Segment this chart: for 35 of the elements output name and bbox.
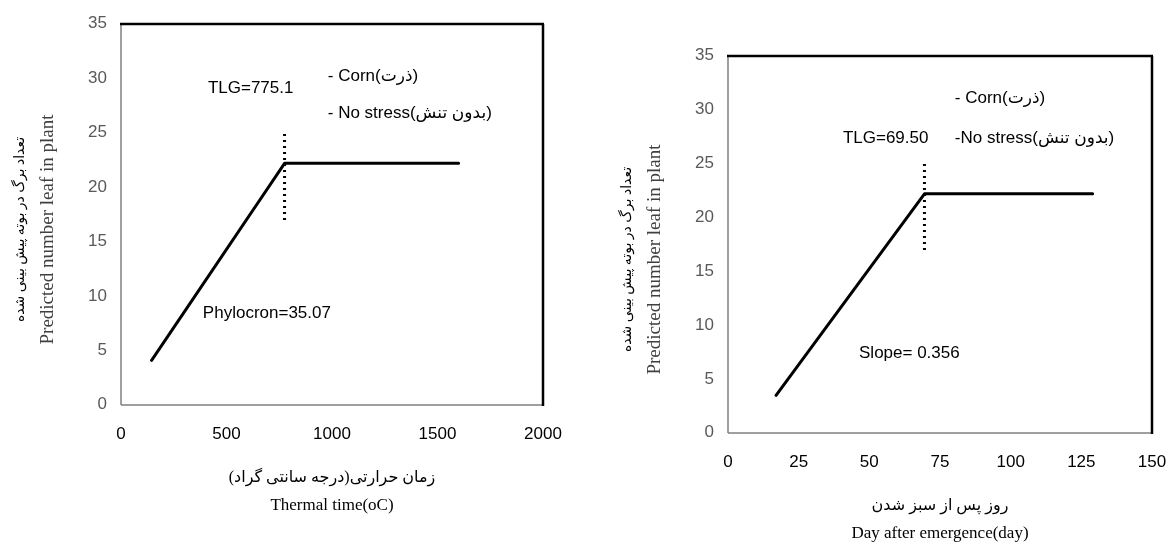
y-tick-label: 0 xyxy=(97,394,107,414)
annotation: - Corn(ذرت) xyxy=(954,88,1046,108)
y-tick-label: 25 xyxy=(695,153,714,173)
x-tick-label: 0 xyxy=(723,452,733,471)
annotation: -No stress(بدون تنش) xyxy=(954,127,1115,147)
x-tick-label: 125 xyxy=(1067,452,1096,471)
x-tick-label: 1500 xyxy=(418,424,457,443)
y-tick-label: 5 xyxy=(704,368,714,388)
x-tick-label: 2000 xyxy=(524,424,562,443)
x-tick-label: 1000 xyxy=(313,424,351,443)
y-tick-label: 15 xyxy=(88,231,107,251)
y-tick-label: 30 xyxy=(88,67,107,87)
y-tick-label: 30 xyxy=(695,99,714,119)
y-tick-label: 35 xyxy=(88,13,107,33)
annotation: Phylocron=35.07 xyxy=(202,303,331,323)
annotation: TLG=775.1 xyxy=(207,78,294,98)
annotation: - Corn(ذرت) xyxy=(327,66,419,86)
x-tick-label: 75 xyxy=(930,452,950,471)
y-tick-label: 35 xyxy=(695,45,714,65)
y-tick-label: 15 xyxy=(695,260,714,280)
x-tick-label: 0 xyxy=(116,424,126,443)
y-tick-label: 20 xyxy=(88,176,107,196)
x-tick-label: 100 xyxy=(996,452,1025,471)
annotation: - No stress(بدون تنش) xyxy=(327,103,492,123)
x-tick-label: 25 xyxy=(789,452,809,471)
y-tick-label: 25 xyxy=(88,122,107,142)
x-tick-label: 50 xyxy=(859,452,879,471)
annotation: Slope= 0.356 xyxy=(859,343,960,363)
x-tick-label: 150 xyxy=(1137,452,1167,471)
y-tick-label: 10 xyxy=(695,314,714,334)
annotation: TLG=69.50 xyxy=(842,127,929,147)
y-tick-label: 5 xyxy=(97,340,107,360)
y-tick-label: 10 xyxy=(88,285,107,305)
y-tick-label: 20 xyxy=(695,207,714,227)
x-tick-label: 500 xyxy=(212,424,241,443)
